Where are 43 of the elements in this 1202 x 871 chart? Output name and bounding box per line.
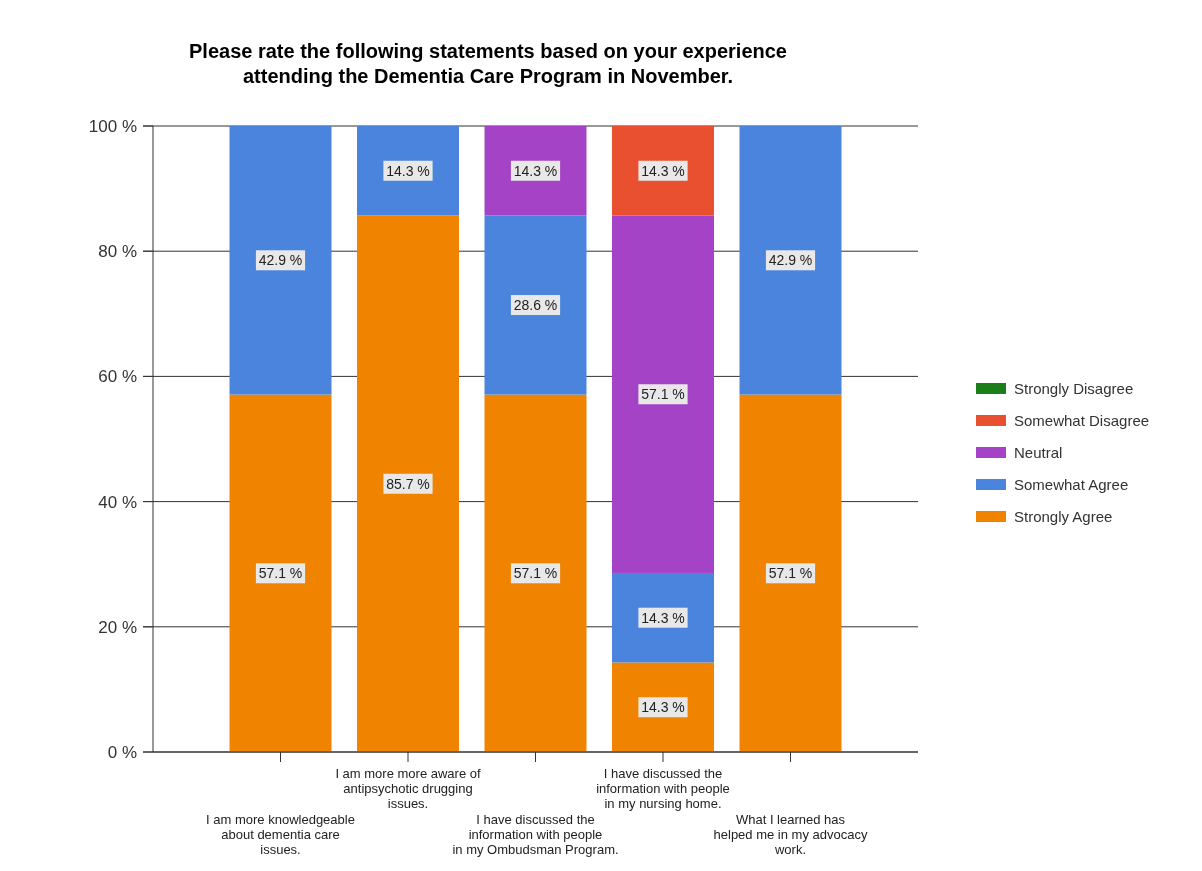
bar <box>612 572 714 663</box>
x-tick-label: I have discussed the information with people in my Ombudsman Program. <box>452 812 619 857</box>
bar <box>357 126 459 216</box>
legend-label: Strongly Agree <box>1014 508 1113 525</box>
bar <box>484 394 587 752</box>
bar <box>612 126 714 216</box>
bar <box>229 394 332 752</box>
bar <box>612 215 714 573</box>
y-tick-label: 80 % <box>98 242 137 262</box>
y-tick-label: 0 % <box>107 743 137 762</box>
data-label: 14.3 % <box>386 162 430 179</box>
y-tick-label: 20 % <box>98 617 137 637</box>
data-label: 57.1 % <box>768 565 813 582</box>
bar <box>229 126 332 395</box>
data-label: 85.7 % <box>386 475 430 492</box>
legend-label: Strongly Disagree <box>1014 380 1134 397</box>
bar <box>612 662 714 752</box>
legend-label: Somewhat Disagree <box>1014 412 1150 429</box>
data-label: 14.3 % <box>513 162 558 179</box>
x-tick-label: What I learned has helped me in my advocacy work. <box>713 812 868 857</box>
legend-label: Somewhat Agree <box>1014 476 1129 493</box>
data-label: 14.3 % <box>641 162 685 179</box>
data-label: 14.3 % <box>641 699 685 716</box>
data-label: 42.9 % <box>768 252 813 269</box>
data-label: 42.9 % <box>258 252 303 269</box>
x-tick-label: I have discussed the information with people in my nursing home. <box>596 766 730 811</box>
bar <box>739 126 842 395</box>
data-label: 14.3 % <box>641 609 685 626</box>
data-label: 57.1 % <box>641 386 685 403</box>
bar <box>357 215 459 752</box>
data-label: 57.1 % <box>258 565 303 582</box>
data-label: 28.6 % <box>513 297 558 314</box>
bar <box>739 394 842 752</box>
x-tick-label: I am more more aware of antipsychotic drugging issues. <box>335 766 481 811</box>
bar <box>484 126 587 216</box>
bar <box>484 215 587 395</box>
y-tick-label: 100 % <box>88 117 137 136</box>
data-label: 57.1 % <box>513 565 558 582</box>
x-tick-label: I am more knowledgeable about dementia care issues. <box>206 812 355 857</box>
legend-label: Neutral <box>1014 444 1063 461</box>
y-tick-label: 60 % <box>98 367 137 387</box>
y-tick-label: 40 % <box>98 492 137 512</box>
chart-title: Please rate the following statements based on your experience attending the Dementia Care Program in November. <box>189 40 787 87</box>
